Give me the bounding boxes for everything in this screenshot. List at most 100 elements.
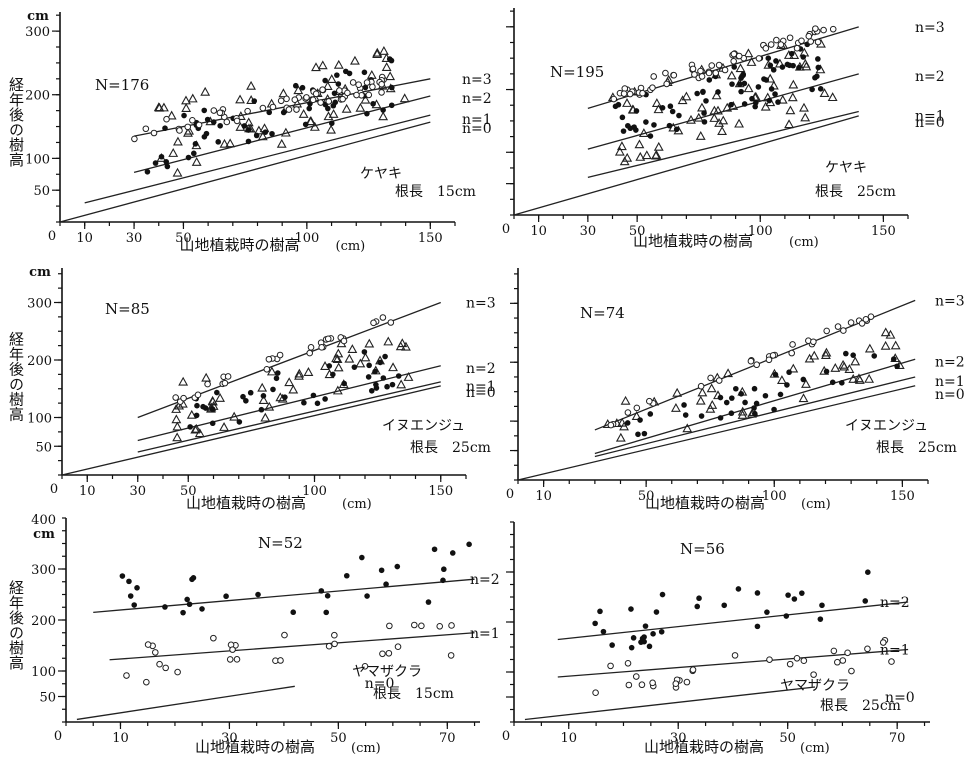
data-point-open — [142, 125, 150, 133]
data-point-triangle — [784, 119, 795, 129]
data-point-filled — [255, 591, 261, 598]
data-point-triangle — [328, 108, 339, 118]
data-point-open — [879, 639, 887, 646]
regression-line — [517, 385, 916, 481]
series-label: n=1 — [470, 626, 500, 642]
data-point-filled — [814, 73, 820, 80]
data-point-open — [793, 654, 801, 662]
data-point-open — [151, 649, 159, 656]
data-point-open — [339, 95, 346, 103]
data-point-filled — [784, 382, 790, 388]
data-point-filled — [862, 598, 869, 604]
data-point-filled — [214, 389, 220, 396]
y-axis-label: 経年後の樹高 — [7, 332, 25, 422]
y-unit-label: cm — [33, 527, 55, 542]
data-point-open — [820, 26, 827, 34]
data-point-filled — [635, 431, 641, 438]
data-point-triangle — [713, 105, 723, 115]
data-point-open — [307, 344, 315, 351]
regression-line — [133, 78, 431, 137]
data-point-triangle — [723, 368, 734, 378]
data-point-triangle — [787, 92, 798, 102]
data-point-open — [639, 89, 646, 97]
series-label: n=2 — [915, 69, 945, 85]
data-point-filled — [800, 376, 807, 383]
data-point-triangle — [820, 350, 831, 359]
data-point-open — [448, 622, 455, 629]
data-point-open — [650, 73, 658, 80]
data-point-triangle — [777, 94, 788, 104]
data-point-filled — [266, 109, 273, 116]
x-axis-label: 山地植栽時の樹高 — [645, 494, 765, 512]
data-point-filled — [449, 550, 456, 556]
data-point-triangle — [634, 139, 645, 149]
data-point-filled — [696, 595, 702, 602]
series-label: n=0 — [915, 115, 945, 131]
data-point-triangle — [280, 127, 291, 137]
data-point-open — [363, 79, 371, 86]
data-point-filled — [754, 623, 761, 630]
regression-line — [524, 686, 816, 721]
data-point-filled — [131, 602, 138, 608]
data-point-open — [708, 62, 716, 69]
data-point-open — [285, 106, 293, 113]
data-point-filled — [245, 127, 252, 133]
data-point-filled — [361, 349, 368, 355]
data-point-filled — [260, 393, 267, 399]
data-point-filled — [728, 410, 735, 417]
data-point-filled — [395, 373, 402, 379]
series-label: n=3 — [935, 293, 965, 309]
data-point-filled — [600, 628, 607, 635]
root-length-label: 根長 15cm — [373, 686, 454, 702]
data-point-filled — [658, 628, 665, 635]
data-point-filled — [382, 353, 388, 360]
y-axis-label: 経年後の樹高 — [7, 77, 25, 167]
data-point-open — [163, 115, 170, 123]
data-point-filled — [365, 374, 372, 380]
data-point-filled — [200, 403, 206, 410]
data-point-open — [670, 71, 678, 79]
data-point-open — [184, 123, 192, 131]
data-point-open — [195, 121, 203, 129]
data-point-triangle — [229, 411, 240, 421]
data-point-open — [174, 668, 181, 676]
data-point-triangle — [235, 94, 245, 104]
data-point-triangle — [622, 98, 632, 107]
data-point-filled — [384, 383, 390, 390]
data-point-triangle — [347, 344, 358, 354]
data-point-filled — [765, 55, 772, 61]
data-point-open — [789, 341, 796, 348]
data-point-triangle — [743, 83, 754, 93]
data-point-filled — [681, 402, 687, 408]
data-point-filled — [203, 130, 210, 137]
x-axis-label: 山地植栽時の樹高 — [195, 738, 315, 756]
data-point-triangle — [309, 121, 320, 131]
data-point-open — [649, 679, 656, 687]
data-point-triangle — [620, 395, 631, 405]
data-point-filled — [771, 406, 777, 413]
x-tick-label: 150 — [428, 484, 453, 499]
data-point-triangle — [219, 422, 229, 431]
data-point-triangle — [172, 432, 183, 442]
data-point-open — [172, 394, 179, 401]
data-point-filled — [641, 634, 647, 640]
data-point-filled — [323, 609, 330, 616]
data-point-triangle — [697, 102, 707, 112]
data-point-filled — [394, 563, 401, 570]
data-point-filled — [441, 566, 447, 573]
x-tick-label: 10 — [112, 731, 129, 746]
y-top-label: 400 — [31, 513, 56, 528]
species-label: イヌエンジュ — [382, 418, 465, 434]
data-point-open — [697, 382, 705, 390]
data-point-open — [712, 69, 720, 77]
data-point-triangle — [172, 421, 183, 431]
data-point-filled — [738, 88, 744, 95]
species-label: ヤマザクラ — [780, 678, 850, 694]
x-unit-label: (cm) — [342, 497, 372, 512]
data-point-triangle — [743, 48, 754, 58]
x-tick-label: 50 — [180, 484, 197, 499]
data-point-triangle — [190, 424, 201, 434]
data-point-triangle — [711, 90, 722, 100]
data-point-open — [355, 81, 362, 88]
data-point-filled — [194, 402, 200, 409]
